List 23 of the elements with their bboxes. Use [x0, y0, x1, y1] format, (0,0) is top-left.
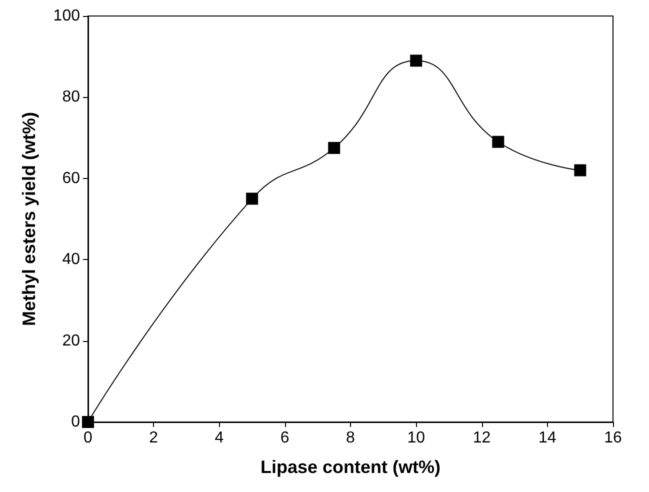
point	[574, 164, 586, 176]
point	[82, 416, 94, 428]
x-tick-label: 0	[84, 430, 93, 446]
y-tick-label: 80	[62, 88, 80, 106]
y-tick-label: 0	[71, 414, 80, 430]
x-tick-label: 14	[538, 430, 556, 446]
point	[492, 136, 504, 148]
x-tick-label: 16	[604, 430, 622, 446]
x-tick-label: 6	[280, 430, 290, 446]
y-tick-label: 60	[62, 170, 80, 187]
y-tick-label: 20	[62, 332, 80, 350]
point	[328, 142, 340, 154]
point	[410, 54, 422, 67]
x-tick-label: 2	[149, 430, 158, 446]
x-tick-label: 10	[407, 430, 426, 446]
y-axis-title: Methyl esters yield (wt%)	[19, 112, 39, 326]
y-tick-label: 40	[62, 251, 80, 268]
y-tick-label: 100	[53, 8, 80, 24]
x-tick-label: 8	[346, 430, 356, 446]
x-tick-label: 4	[214, 430, 224, 446]
x-axis-title: Lipase content (wt%)	[260, 457, 441, 477]
x-tick-label: 12	[472, 430, 491, 446]
point	[246, 192, 258, 205]
